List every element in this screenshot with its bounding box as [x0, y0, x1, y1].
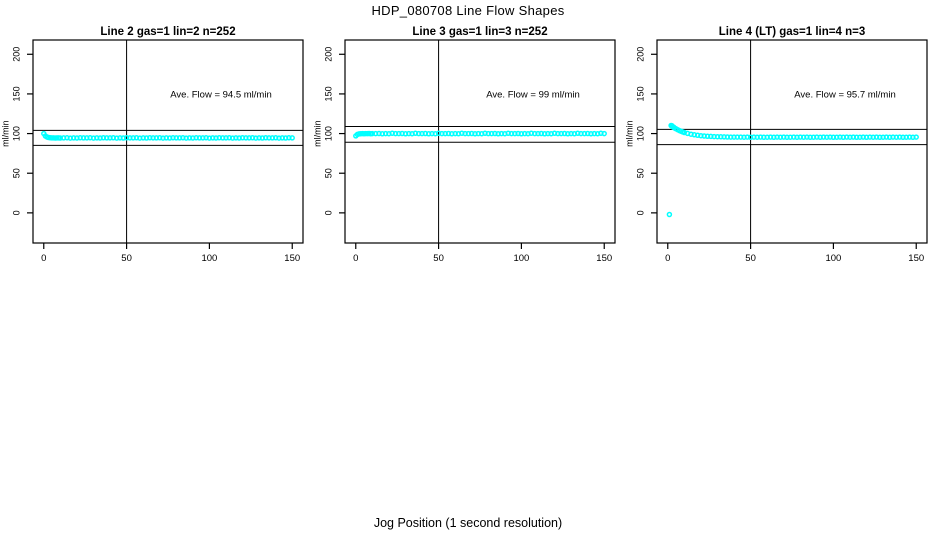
y-tick-label: 100 — [323, 126, 333, 141]
data-point — [601, 130, 607, 137]
data-point — [289, 135, 295, 141]
panel-line4: Line 4 (LT) gas=1 lin=4 n=3 0 50 100 150 200 0… — [624, 26, 928, 264]
panel-title: Line 3 gas=1 lin=3 n=252 — [412, 26, 547, 38]
x-tick-label: 0 — [41, 253, 46, 264]
x-tick-label: 150 — [908, 253, 924, 264]
panel-line3: Line 3 gas=1 lin=3 n=252 0 50 100 150 200 0 50 1… — [312, 26, 616, 264]
panels-row: Line 2 gas=1 lin=2 n=252 0 50 100 150 200 0 50 1… — [0, 20, 936, 276]
plot-frame — [32, 39, 304, 244]
y-tick-label: 150 — [11, 86, 21, 101]
y-tick-label: 100 — [635, 126, 645, 141]
plot-frame — [656, 39, 928, 244]
x-tick-label: 50 — [745, 253, 756, 264]
x-tick-label: 50 — [433, 253, 444, 264]
y-tick-label: 150 — [323, 86, 333, 101]
y-tick-label: 200 — [11, 47, 21, 62]
y-tick-label: 50 — [323, 168, 333, 178]
panel-title: Line 4 (LT) gas=1 lin=4 n=3 — [719, 26, 865, 38]
plot-frame — [344, 39, 616, 244]
data-point — [913, 134, 919, 140]
panel-title: Line 2 gas=1 lin=2 n=252 — [100, 26, 235, 38]
x-tick-label: 150 — [596, 253, 612, 264]
ave-flow-annotation: Ave. Flow = 94.5 ml/min — [170, 89, 271, 100]
y-tick-label: 200 — [323, 47, 333, 62]
y-tick-label: 200 — [635, 47, 645, 62]
y-axis-unit-label: ml/min — [0, 120, 10, 147]
x-tick-label: 100 — [825, 253, 841, 264]
y-tick-label: 50 — [635, 168, 645, 178]
ave-flow-annotation: Ave. Flow = 95.7 ml/min — [794, 89, 895, 100]
ave-flow-annotation: Ave. Flow = 99 ml/min — [486, 89, 580, 100]
x-tick-label: 50 — [121, 253, 132, 264]
x-tick-label: 100 — [201, 253, 217, 264]
y-tick-label: 0 — [635, 210, 645, 215]
y-tick-label: 150 — [635, 86, 645, 101]
x-tick-label: 100 — [513, 253, 529, 264]
x-axis-label: Jog Position (1 second resolution) — [373, 516, 563, 530]
y-axis-unit-label: ml/min — [624, 120, 634, 147]
y-tick-label: 0 — [323, 210, 333, 215]
x-tick-label: 150 — [284, 253, 300, 264]
data-point — [666, 211, 673, 218]
figure-title: HDP_080708 Line Flow Shapes — [371, 3, 565, 18]
y-axis-unit-label: ml/min — [312, 120, 322, 147]
x-tick-label: 0 — [353, 253, 358, 264]
y-tick-label: 100 — [11, 126, 21, 141]
y-tick-label: 50 — [11, 168, 21, 178]
x-tick-label: 0 — [665, 253, 670, 264]
y-tick-label: 0 — [11, 210, 21, 215]
panel-line2: Line 2 gas=1 lin=2 n=252 0 50 100 150 200 0 50 1… — [0, 26, 304, 264]
